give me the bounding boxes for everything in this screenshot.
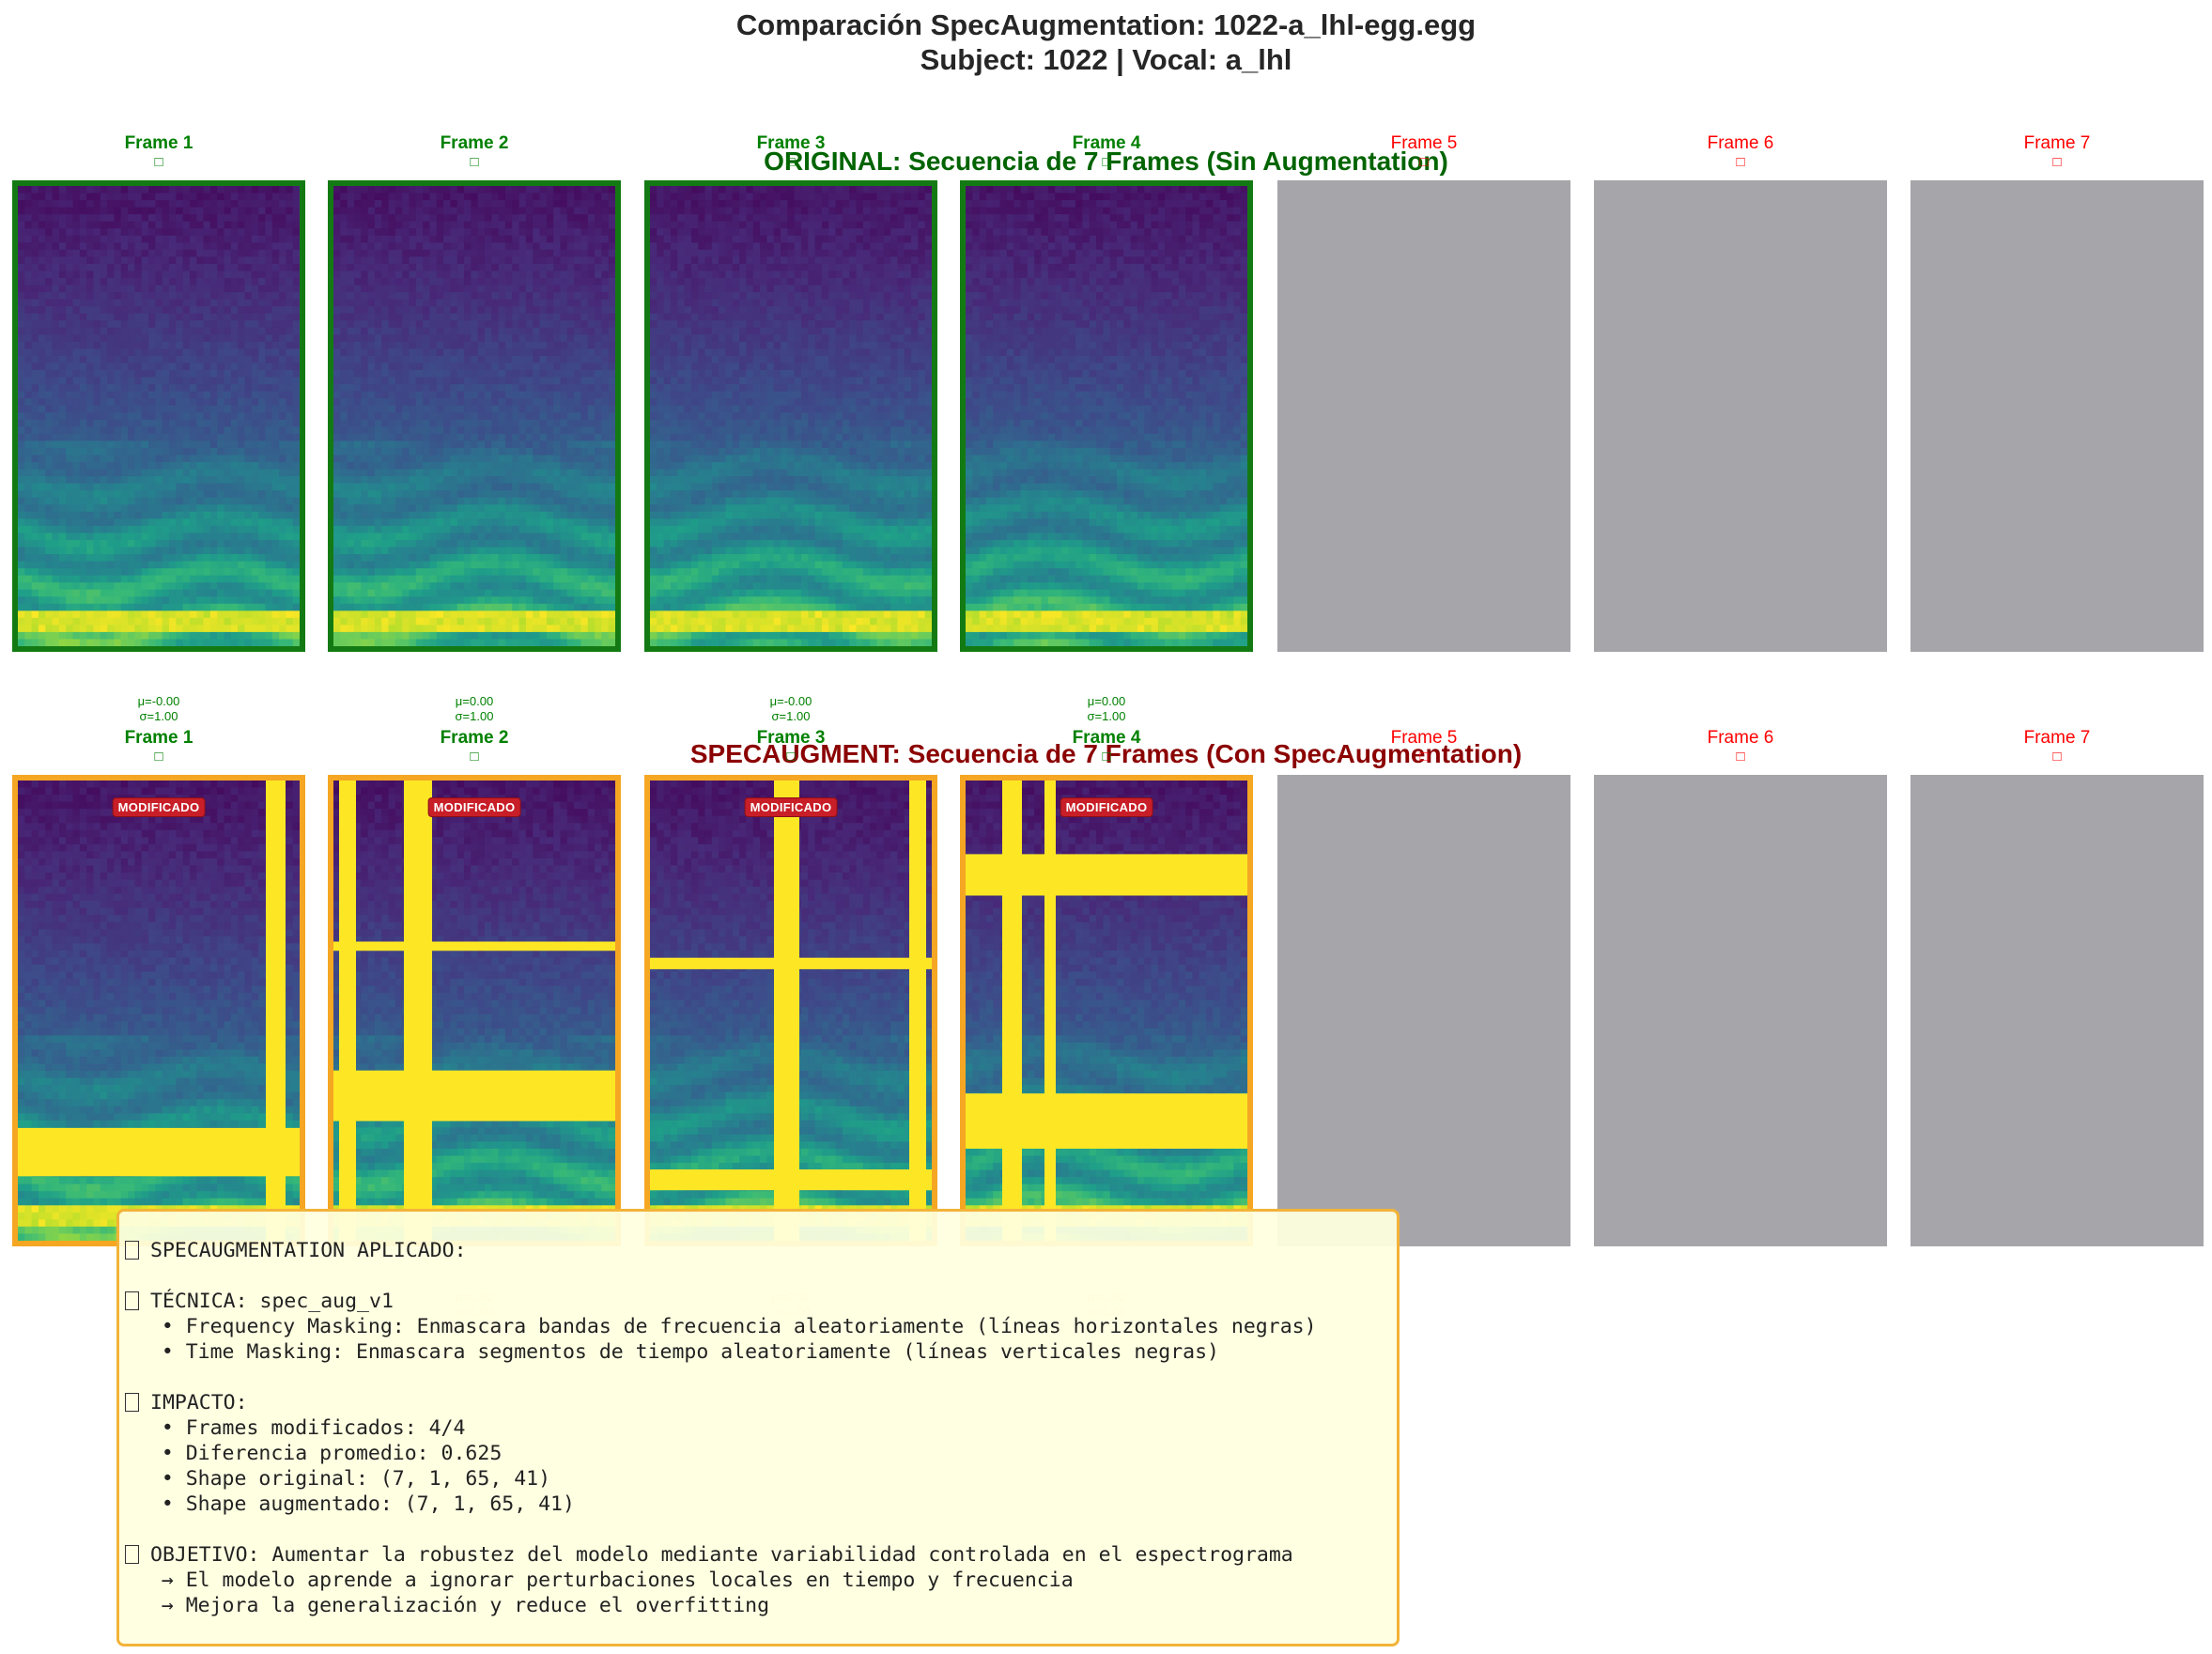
check-icon: □	[12, 154, 305, 170]
spectrogram-heatmap	[333, 186, 615, 646]
modified-badge: MODIFICADO	[112, 797, 206, 817]
modified-badge: MODIFICADO	[1060, 797, 1153, 817]
cross-icon: □	[1594, 749, 1887, 765]
time-mask-band	[404, 781, 432, 1241]
info-line: SPECAUGMENTATION APLICADO:	[125, 1238, 1397, 1263]
check-icon: □	[328, 749, 621, 765]
frame-label: Frame 2 □	[328, 728, 621, 765]
empty-frame-panel	[1594, 180, 1887, 652]
info-line: • Time Masking: Enmascara segmentos de t…	[125, 1339, 1397, 1365]
frame-label: Frame 6 □	[1594, 728, 1887, 765]
info-line: • Frames modificados: 4/4	[125, 1415, 1397, 1441]
cross-icon: □	[1910, 154, 2204, 170]
augmented-row-title: SPECAUGMENT: Secuencia de 7 Frames (Con …	[0, 739, 2212, 769]
empty-frame-panel	[1277, 775, 1570, 1246]
frame-stats: μ=0.00 σ=1.00	[960, 694, 1253, 724]
spectrogram-heatmap	[18, 186, 300, 646]
spectrogram-heatmap	[966, 781, 1247, 1241]
frame-stats: μ=-0.00 σ=1.00	[12, 694, 305, 724]
figure-title-line2: Subject: 1022 | Vocal: a_lhl	[0, 42, 2212, 77]
time-mask-band	[339, 781, 356, 1241]
time-mask-band	[266, 781, 286, 1241]
cross-icon: □	[1910, 749, 2204, 765]
frame-stats: μ=0.00 σ=1.00	[328, 694, 621, 724]
frame-label: Frame 7 □	[1910, 728, 2204, 765]
frame-label: Frame 3 □	[644, 728, 937, 765]
original-spectrogram	[960, 180, 1253, 652]
check-icon: □	[644, 154, 937, 170]
info-box: SPECAUGMENTATION APLICADO: TÉCNICA: spec_…	[116, 1209, 1400, 1646]
check-icon: □	[12, 749, 305, 765]
time-mask-band	[1044, 781, 1056, 1241]
check-icon: □	[960, 749, 1253, 765]
emoji-placeholder-icon	[125, 1241, 139, 1260]
info-line: → El modelo aprende a ignorar perturbaci…	[125, 1568, 1397, 1593]
frame-label: Frame 3 □	[644, 133, 937, 170]
augmented-spectrogram: MODIFICADO	[12, 775, 305, 1246]
augmented-spectrogram: MODIFICADO	[960, 775, 1253, 1246]
info-line: TÉCNICA: spec_aug_v1	[125, 1289, 1397, 1314]
frequency-mask-band	[333, 1070, 615, 1121]
check-icon: □	[644, 749, 937, 765]
frame-label: Frame 5 □	[1277, 728, 1570, 765]
check-icon: □	[960, 154, 1253, 170]
frame-label: Frame 1 □	[12, 728, 305, 765]
cross-icon: □	[1277, 749, 1570, 765]
frame-label: Frame 1 □	[12, 133, 305, 170]
frame-label: Frame 4 □	[960, 133, 1253, 170]
modified-badge: MODIFICADO	[427, 797, 521, 817]
info-line: • Shape augmentado: (7, 1, 65, 41)	[125, 1492, 1397, 1517]
empty-frame-panel	[1910, 180, 2204, 652]
frame-label: Frame 5 □	[1277, 133, 1570, 170]
figure-title: Comparación SpecAugmentation: 1022-a_lhl…	[0, 8, 2212, 77]
frame-label: Frame 6 □	[1594, 133, 1887, 170]
info-line: • Diferencia promedio: 0.625	[125, 1441, 1397, 1466]
emoji-placeholder-icon	[125, 1545, 139, 1564]
original-row-title: ORIGINAL: Secuencia de 7 Frames (Sin Aug…	[0, 147, 2212, 177]
frame-label: Frame 2 □	[328, 133, 621, 170]
cross-icon: □	[1277, 154, 1570, 170]
frame-label: Frame 7 □	[1910, 133, 2204, 170]
emoji-placeholder-icon	[125, 1291, 139, 1310]
time-mask-band	[1002, 781, 1022, 1241]
original-spectrogram	[328, 180, 621, 652]
cross-icon: □	[1594, 154, 1887, 170]
augmented-spectrogram: MODIFICADO	[328, 775, 621, 1246]
frequency-mask-band	[333, 941, 615, 951]
info-line: • Shape original: (7, 1, 65, 41)	[125, 1466, 1397, 1492]
spectrogram-heatmap	[966, 186, 1247, 646]
info-line: • Frequency Masking: Enmascara bandas de…	[125, 1314, 1397, 1339]
spectrogram-heatmap	[333, 781, 615, 1241]
info-line	[125, 1517, 1397, 1542]
frame-stats: μ=-0.00 σ=1.00	[644, 694, 937, 724]
time-mask-band	[774, 781, 799, 1241]
spectrogram-heatmap	[650, 781, 932, 1241]
spectrogram-heatmap	[18, 781, 300, 1241]
empty-frame-panel	[1910, 775, 2204, 1246]
figure-title-line1: Comparación SpecAugmentation: 1022-a_lhl…	[0, 8, 2212, 42]
info-line: → Mejora la generalización y reduce el o…	[125, 1593, 1397, 1618]
spectrogram-heatmap	[650, 186, 932, 646]
empty-frame-panel	[1594, 775, 1887, 1246]
emoji-placeholder-icon	[125, 1393, 139, 1412]
original-spectrogram	[644, 180, 937, 652]
info-line: OBJETIVO: Aumentar la robustez del model…	[125, 1542, 1397, 1568]
info-line	[125, 1263, 1397, 1289]
frequency-mask-band	[18, 1127, 300, 1177]
augmented-spectrogram: MODIFICADO	[644, 775, 937, 1246]
info-line	[125, 1365, 1397, 1390]
time-mask-band	[909, 781, 926, 1241]
check-icon: □	[328, 154, 621, 170]
original-spectrogram	[12, 180, 305, 652]
info-line: IMPACTO:	[125, 1390, 1397, 1415]
frame-label: Frame 4 □	[960, 728, 1253, 765]
modified-badge: MODIFICADO	[744, 797, 838, 817]
empty-frame-panel	[1277, 180, 1570, 652]
